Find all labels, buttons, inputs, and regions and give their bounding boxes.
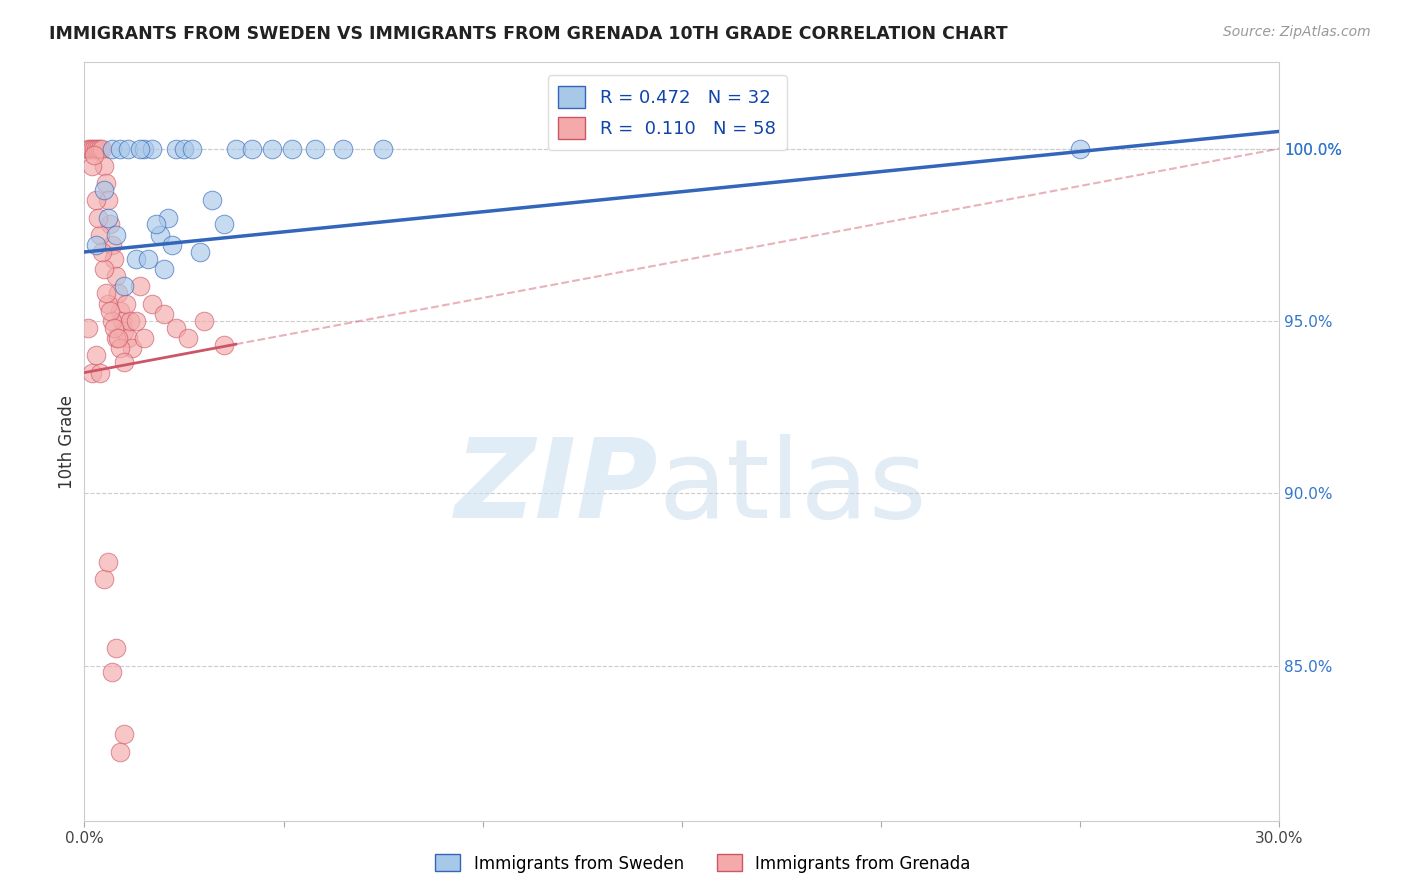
Point bbox=[98, 303, 121, 318]
Point bbox=[89, 366, 111, 380]
Point bbox=[105, 331, 128, 345]
Point bbox=[125, 252, 148, 266]
Point bbox=[103, 320, 125, 334]
Point bbox=[79, 142, 101, 156]
Point bbox=[165, 142, 187, 156]
Text: ZIP: ZIP bbox=[454, 434, 658, 541]
Point bbox=[141, 142, 163, 156]
Point bbox=[89, 142, 111, 156]
Point bbox=[149, 227, 172, 242]
Point bbox=[1069, 142, 1091, 156]
Point bbox=[136, 252, 159, 266]
Point bbox=[173, 142, 195, 156]
Point bbox=[89, 227, 111, 242]
Point bbox=[177, 331, 200, 345]
Point bbox=[105, 227, 128, 242]
Text: Source: ZipAtlas.com: Source: ZipAtlas.com bbox=[1223, 25, 1371, 39]
Point bbox=[153, 307, 176, 321]
Point bbox=[117, 142, 139, 156]
Point bbox=[86, 142, 108, 156]
Point bbox=[91, 142, 114, 156]
Point bbox=[93, 573, 115, 587]
Point bbox=[87, 142, 110, 156]
Legend: Immigrants from Sweden, Immigrants from Grenada: Immigrants from Sweden, Immigrants from … bbox=[429, 847, 977, 880]
Point bbox=[112, 324, 135, 338]
Point bbox=[101, 314, 124, 328]
Point bbox=[83, 148, 105, 162]
Point bbox=[86, 348, 108, 362]
Point bbox=[87, 211, 110, 225]
Point bbox=[107, 286, 129, 301]
Point bbox=[97, 296, 120, 310]
Text: IMMIGRANTS FROM SWEDEN VS IMMIGRANTS FROM GRENADA 10TH GRADE CORRELATION CHART: IMMIGRANTS FROM SWEDEN VS IMMIGRANTS FRO… bbox=[49, 25, 1008, 43]
Point bbox=[105, 269, 128, 284]
Legend: R = 0.472   N = 32, R =  0.110   N = 58: R = 0.472 N = 32, R = 0.110 N = 58 bbox=[547, 75, 786, 150]
Point bbox=[91, 244, 114, 259]
Point bbox=[82, 142, 104, 156]
Point bbox=[77, 142, 100, 156]
Point bbox=[212, 338, 235, 352]
Point bbox=[83, 142, 105, 156]
Point bbox=[86, 238, 108, 252]
Point bbox=[96, 286, 118, 301]
Point bbox=[181, 142, 204, 156]
Point bbox=[110, 342, 132, 356]
Point bbox=[105, 641, 128, 656]
Point bbox=[107, 331, 129, 345]
Point bbox=[110, 745, 132, 759]
Point bbox=[201, 194, 224, 208]
Point bbox=[373, 142, 395, 156]
Point bbox=[141, 296, 163, 310]
Point bbox=[101, 238, 124, 252]
Point bbox=[93, 262, 115, 277]
Point bbox=[97, 211, 120, 225]
Point bbox=[160, 238, 183, 252]
Point bbox=[82, 366, 104, 380]
Point bbox=[86, 194, 108, 208]
Point bbox=[117, 331, 139, 345]
Point bbox=[304, 142, 326, 156]
Point bbox=[98, 218, 121, 232]
Point bbox=[332, 142, 354, 156]
Point bbox=[103, 252, 125, 266]
Point bbox=[93, 159, 115, 173]
Point bbox=[101, 665, 124, 680]
Point bbox=[193, 314, 215, 328]
Point bbox=[112, 279, 135, 293]
Point bbox=[112, 727, 135, 741]
Point bbox=[97, 194, 120, 208]
Point bbox=[188, 244, 211, 259]
Point bbox=[240, 142, 263, 156]
Point bbox=[82, 159, 104, 173]
Point bbox=[120, 314, 142, 328]
Point bbox=[125, 314, 148, 328]
Point bbox=[96, 176, 118, 190]
Point bbox=[110, 142, 132, 156]
Point bbox=[129, 142, 152, 156]
Point bbox=[132, 331, 156, 345]
Point bbox=[129, 279, 152, 293]
Point bbox=[225, 142, 247, 156]
Point bbox=[212, 218, 235, 232]
Point bbox=[153, 262, 176, 277]
Point bbox=[260, 142, 283, 156]
Point bbox=[115, 296, 138, 310]
Point bbox=[111, 314, 134, 328]
Point bbox=[132, 142, 156, 156]
Point bbox=[110, 303, 132, 318]
Point bbox=[145, 218, 167, 232]
Point bbox=[157, 211, 180, 225]
Point bbox=[165, 320, 187, 334]
Point bbox=[77, 320, 100, 334]
Text: atlas: atlas bbox=[658, 434, 927, 541]
Point bbox=[93, 183, 115, 197]
Point bbox=[97, 555, 120, 569]
Point bbox=[101, 142, 124, 156]
Point bbox=[121, 342, 143, 356]
Point bbox=[280, 142, 302, 156]
Point bbox=[112, 355, 135, 369]
Y-axis label: 10th Grade: 10th Grade bbox=[58, 394, 76, 489]
